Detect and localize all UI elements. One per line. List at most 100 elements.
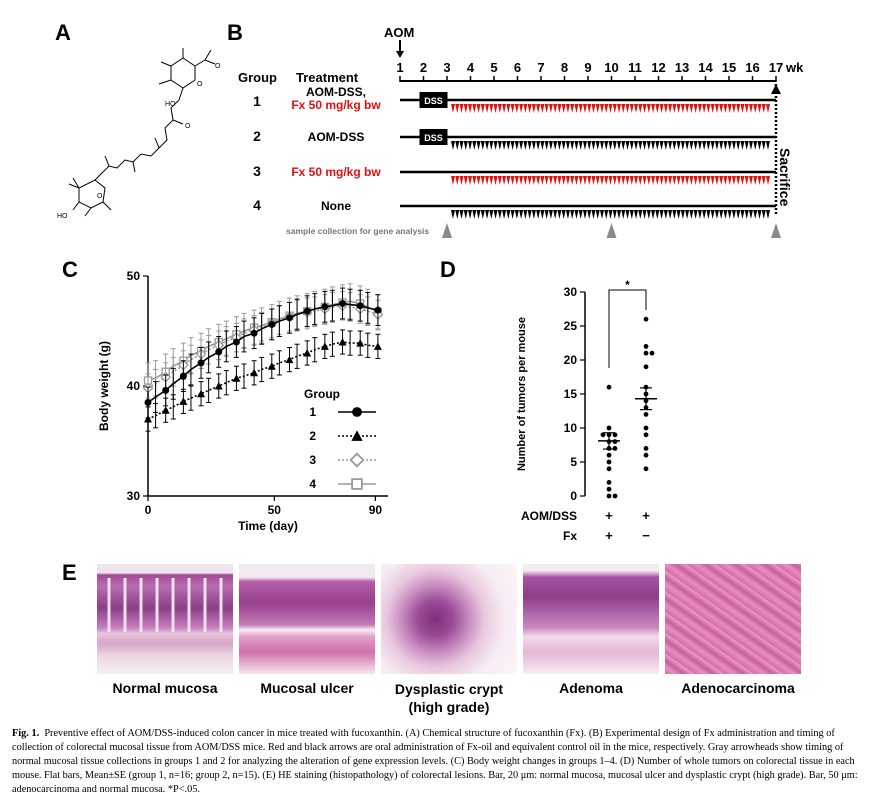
dose-arrow: [740, 210, 745, 219]
data-point: [600, 432, 606, 438]
dose-arrow: [748, 141, 753, 150]
dose-arrow: [672, 210, 677, 219]
dose-arrow: [655, 104, 660, 113]
dose-arrow: [634, 210, 639, 219]
legend-label: 2: [309, 429, 316, 443]
legend-title: Group: [304, 387, 340, 401]
svg-text:HO: HO: [57, 213, 68, 220]
group-row-2: 2 AOM-DSS DSS: [253, 128, 776, 150]
data-point: [215, 348, 223, 356]
y-axis-label: Number of tumors per mouse: [516, 317, 528, 471]
dose-arrow: [723, 176, 728, 185]
fucoxanthin-structure: HO O O O O HO: [57, 48, 221, 220]
dose-arrow: [493, 210, 498, 219]
dose-arrow: [744, 210, 749, 219]
dose-arrow: [663, 210, 668, 219]
condition-sign: +: [642, 508, 650, 523]
dose-arrow: [510, 210, 515, 219]
dose-arrow: [740, 141, 745, 150]
dose-arrow: [744, 176, 749, 185]
dose-arrow: [565, 141, 570, 150]
dose-arrow: [723, 210, 728, 219]
dose-arrow: [706, 141, 711, 150]
y-tick-label: 30: [564, 285, 578, 299]
dose-arrow: [489, 210, 494, 219]
dose-arrow: [587, 210, 592, 219]
dose-arrow: [748, 210, 753, 219]
dose-arrow: [646, 176, 651, 185]
dose-arrow: [702, 176, 707, 185]
scatter-group-1: ++: [598, 384, 620, 543]
dose-arrow: [651, 141, 656, 150]
dose-arrow: [502, 210, 507, 219]
caption-text: Preventive effect of AOM/DSS-induced col…: [12, 728, 858, 795]
data-point: [179, 397, 188, 405]
dose-arrow: [612, 210, 617, 219]
dose-arrow: [655, 210, 660, 219]
data-point: [321, 303, 329, 311]
dose-arrow: [599, 104, 604, 113]
dose-arrow: [514, 104, 519, 113]
sample-collection-arrows: [442, 223, 781, 238]
y-tick-label: 10: [564, 421, 578, 435]
data-point: [285, 355, 294, 364]
dose-arrow: [663, 104, 668, 113]
histology-image-dysplastic-crypt: [381, 564, 517, 674]
data-point: [197, 359, 205, 367]
dss-box: [419, 92, 448, 108]
dose-arrow: [761, 176, 766, 185]
data-point: [374, 306, 382, 314]
panel-label-c: C: [62, 257, 78, 282]
dose-arrow: [723, 141, 728, 150]
y-tick-label: 30: [127, 489, 141, 503]
dose-arrow: [731, 104, 736, 113]
data-point: [338, 338, 347, 346]
legend-label: 4: [309, 477, 316, 491]
group-header: Group: [238, 70, 277, 85]
dose-arrow: [612, 104, 617, 113]
dose-arrow: [489, 104, 494, 113]
svg-text:O: O: [197, 81, 203, 88]
dose-arrow: [642, 104, 647, 113]
dose-arrow: [727, 176, 732, 185]
condition-label: Fx: [563, 529, 577, 543]
dose-arrow: [617, 141, 622, 150]
dose-arrow: [761, 141, 766, 150]
histology-image-mucosal-ulcer: [239, 564, 375, 674]
data-point: [144, 415, 152, 423]
y-tick-label: 50: [127, 269, 141, 283]
dose-arrow: [570, 176, 575, 185]
dose-arrow: [629, 210, 634, 219]
sacrifice-arrowhead: [771, 84, 781, 94]
condition-sign: +: [605, 528, 613, 543]
treatment-label: AOM-DSS: [308, 130, 365, 144]
dose-arrow: [451, 210, 455, 219]
dose-arrow: [544, 210, 549, 219]
dose-arrow: [710, 141, 715, 150]
dose-arrow: [634, 176, 639, 185]
dose-arrow: [459, 104, 464, 113]
dose-arrow: [731, 210, 736, 219]
dose-arrow: [766, 141, 770, 150]
dose-arrow: [557, 176, 562, 185]
data-point: [303, 349, 312, 357]
week-number: 1: [396, 60, 403, 75]
dose-arrow: [536, 141, 541, 150]
experimental-schema: AOM 1 2 3 4 5 6 7 8 9 10 11 12 13 14 15 16 17 wk Group Tr…: [238, 25, 804, 238]
dose-arrow: [595, 210, 600, 219]
dose-arrow: [582, 141, 587, 150]
dose-arrow: [472, 176, 477, 185]
dose-arrow: [455, 141, 460, 150]
dose-arrow: [523, 176, 528, 185]
dose-arrow: [540, 141, 545, 150]
dose-arrow: [451, 176, 455, 185]
dose-arrow: [604, 141, 609, 150]
dose-arrow: [553, 176, 558, 185]
dose-arrow: [697, 141, 702, 150]
data-point: [643, 466, 649, 472]
dose-arrow: [659, 176, 664, 185]
data-point: [162, 386, 170, 394]
data-point: [643, 446, 649, 451]
aom-label: AOM: [384, 25, 414, 40]
dose-arrow: [523, 141, 528, 150]
